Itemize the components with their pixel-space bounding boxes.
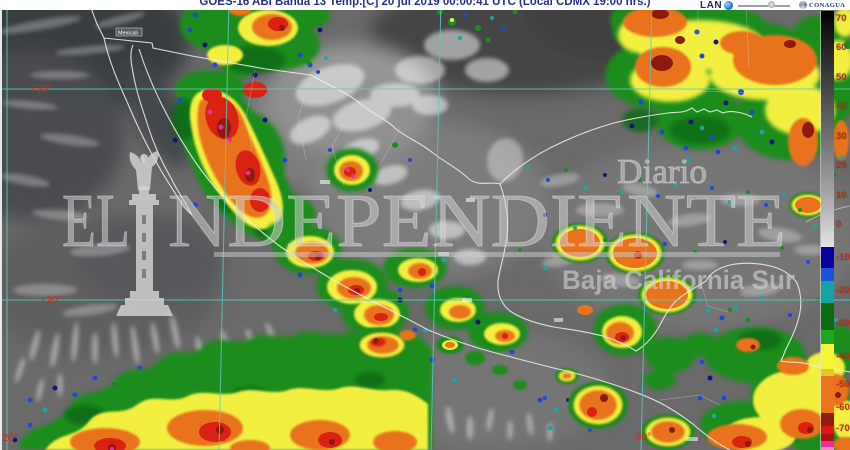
coastline <box>87 0 850 450</box>
lon-label-90: -90° <box>632 431 651 443</box>
conagua-logo-text: CONAGUA <box>809 1 846 9</box>
title-bar: GOES-16 ABI Banda 13 Temp.[C] 20 jul 201… <box>0 0 850 10</box>
lanot-logo-caption <box>738 4 791 7</box>
globe-icon <box>724 1 734 10</box>
storm-cluster-itcz <box>12 327 432 450</box>
image-title: GOES-16 ABI Banda 13 Temp.[C] 20 jul 201… <box>199 0 651 8</box>
storm-cells-south-coast <box>429 336 695 450</box>
speckle-field <box>518 156 844 347</box>
storm-cluster-coastal-chain <box>265 221 418 336</box>
lat-label-30: +30° <box>30 83 52 95</box>
grid-labels: +30° +20° -120° -110° -90° <box>0 83 651 444</box>
image-left-border <box>0 0 2 450</box>
lanot-logo: LAN <box>700 0 791 10</box>
lon-label-110: -110° <box>206 432 230 444</box>
lon-label-120: -120° <box>0 432 18 444</box>
lanot-logo-text: LAN <box>700 0 723 10</box>
storm-cells-top-center <box>437 9 518 43</box>
lat-label-20: +20° <box>40 294 62 306</box>
seal-icon <box>768 1 775 8</box>
conagua-logo: CONAGUA <box>799 1 845 9</box>
storm-cluster-central <box>383 248 528 355</box>
city-label-mexicali: Mexicali <box>118 31 138 37</box>
conagua-swirl-icon <box>799 1 807 9</box>
